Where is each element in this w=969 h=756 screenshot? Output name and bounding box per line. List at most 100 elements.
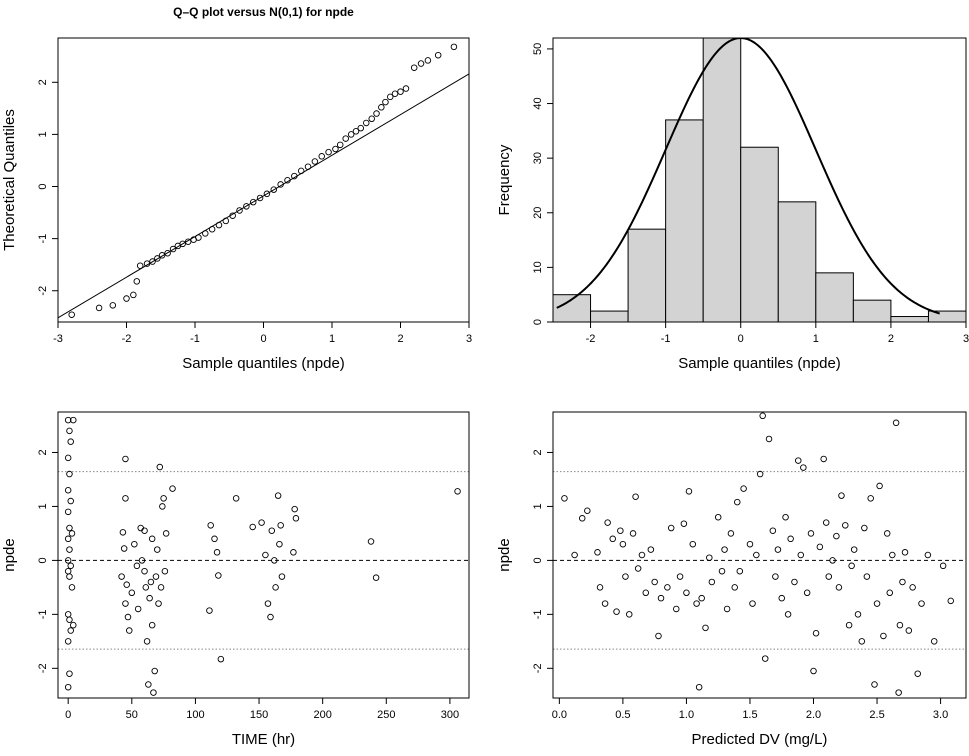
- data-point: [689, 540, 697, 548]
- data-point: [685, 488, 693, 495]
- data-point: [695, 683, 703, 691]
- data-point: [131, 540, 138, 548]
- data-point: [64, 416, 72, 424]
- data-point: [263, 190, 271, 198]
- data-point: [66, 427, 73, 435]
- x-tick-label: 2: [888, 333, 894, 345]
- y-tick-label: 2: [37, 449, 49, 455]
- panel-qq: -3 -2 -1 0 1 2 3 -2 -1 0 1 2 Sample quantiles (npde)…: [1, 5, 472, 372]
- x-tick-label: 2.0: [806, 709, 821, 721]
- data-point: [372, 574, 380, 581]
- data-point: [876, 482, 883, 490]
- data-point: [667, 524, 675, 532]
- data-point: [417, 60, 425, 67]
- data-point: [284, 177, 291, 184]
- data-point: [774, 546, 782, 553]
- data-point: [863, 573, 871, 580]
- data-point: [126, 627, 133, 634]
- data-point: [883, 530, 891, 537]
- plot-frame: [57, 37, 470, 323]
- data-point: [647, 546, 655, 553]
- data-point: [714, 513, 722, 521]
- data-point: [145, 681, 152, 688]
- plot-area: [553, 38, 966, 322]
- y-tick-label: -2: [37, 663, 49, 673]
- x-tick-label: 0: [738, 333, 744, 345]
- x-axis-label: Sample quantiles (npde): [182, 355, 345, 372]
- data-point: [291, 505, 298, 513]
- x-tick-label: 0.0: [552, 709, 567, 721]
- data-point: [332, 145, 339, 153]
- data-point: [119, 529, 127, 536]
- y-tick-label: 2: [37, 79, 49, 85]
- data-point: [845, 621, 853, 629]
- histogram-bar: [590, 310, 629, 322]
- data-point: [367, 538, 375, 545]
- data-point: [64, 683, 72, 691]
- data-point: [67, 627, 74, 634]
- data-point: [211, 535, 218, 543]
- data-point: [236, 207, 243, 214]
- x-tick-label: 1: [329, 333, 335, 345]
- plot-area: [553, 412, 966, 696]
- data-point: [657, 594, 665, 602]
- x-tick-label: -1: [190, 333, 200, 345]
- data-point: [318, 153, 325, 160]
- data-point: [147, 578, 155, 586]
- data-point: [70, 621, 77, 629]
- data-point: [673, 605, 680, 613]
- data-point: [342, 135, 349, 142]
- x-tick-label: -3: [53, 333, 63, 345]
- data-point: [169, 245, 177, 253]
- data-point: [759, 412, 766, 420]
- data-point: [67, 497, 74, 505]
- data-point: [268, 527, 276, 534]
- data-point: [122, 495, 129, 502]
- data-point: [243, 203, 250, 210]
- data-point: [761, 655, 769, 662]
- data-point: [276, 540, 283, 548]
- data-point: [901, 549, 909, 556]
- data-point: [109, 302, 117, 309]
- data-point: [136, 262, 144, 269]
- data-point: [434, 51, 442, 59]
- data-point: [848, 562, 855, 570]
- data-point: [66, 573, 73, 580]
- data-point: [838, 492, 845, 499]
- data-point: [778, 594, 785, 602]
- data-point: [909, 584, 916, 591]
- data-point: [249, 523, 256, 531]
- data-point: [272, 584, 279, 591]
- data-point: [772, 573, 779, 580]
- x-tick-label: 0.5: [615, 709, 630, 721]
- data-point: [810, 667, 817, 675]
- data-point: [258, 519, 265, 526]
- data-point: [924, 551, 932, 559]
- data-point: [723, 605, 731, 613]
- data-point: [292, 515, 300, 522]
- data-point: [812, 629, 820, 637]
- y-tick-label: -2: [37, 286, 49, 296]
- data-point: [736, 567, 744, 575]
- histogram-bar: [777, 201, 817, 322]
- data-point: [68, 584, 76, 591]
- data-point: [66, 524, 73, 532]
- y-tick-label: 50: [532, 43, 544, 55]
- data-point: [150, 689, 157, 696]
- x-tick-label: 50: [126, 709, 138, 721]
- data-point: [787, 535, 794, 543]
- data-point: [160, 495, 167, 502]
- panel-title: Q–Q plot versus N(0,1) for npde: [173, 5, 354, 19]
- data-point: [122, 455, 129, 463]
- data-point: [133, 278, 141, 285]
- data-point: [206, 607, 213, 614]
- data-point: [896, 621, 904, 629]
- data-point: [64, 486, 72, 494]
- data-point: [267, 613, 274, 621]
- data-point: [264, 600, 272, 607]
- panel-time: 0 50 100 150 200 250 300 -2 -1 0 1 2 TIME (hr) npde: [1, 411, 470, 748]
- data-point: [625, 611, 633, 618]
- data-point: [95, 304, 103, 312]
- data-point: [803, 589, 811, 597]
- data-point: [118, 573, 125, 580]
